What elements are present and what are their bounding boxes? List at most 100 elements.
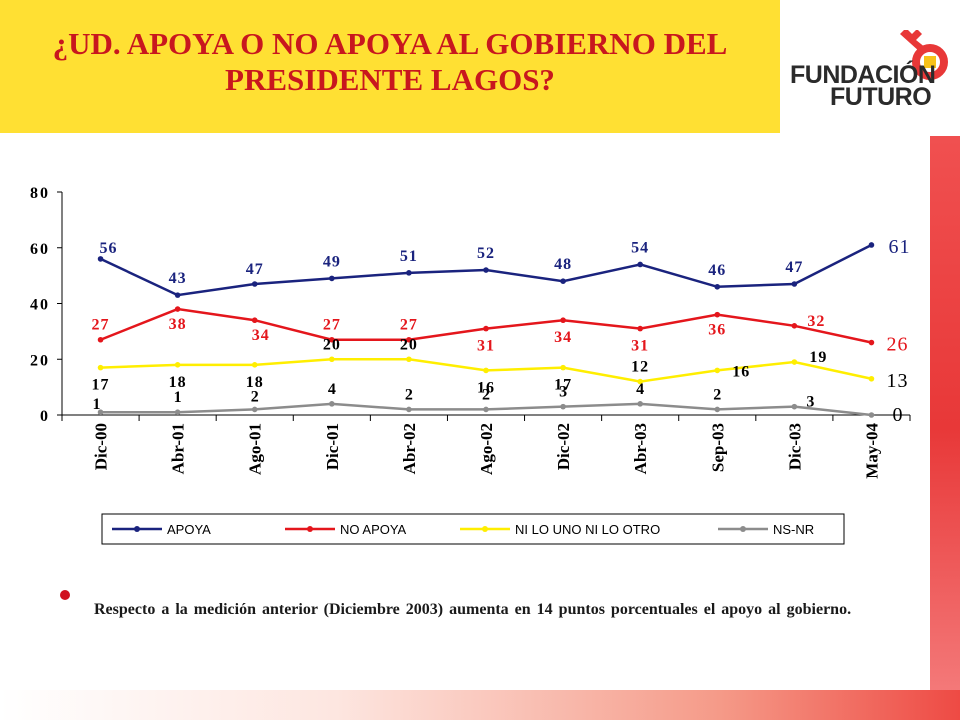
data-point bbox=[791, 359, 798, 365]
data-label: 4 bbox=[328, 381, 336, 398]
y-tick-label: 0 bbox=[40, 408, 50, 425]
legend-item: NO APOYA bbox=[285, 522, 407, 537]
summary-note: Respecto a la medición anterior (Diciemb… bbox=[94, 601, 852, 618]
data-label: 0 bbox=[892, 404, 902, 426]
data-label: 46 bbox=[708, 262, 726, 279]
data-point bbox=[97, 409, 104, 416]
data-point bbox=[714, 283, 721, 290]
data-point bbox=[483, 267, 489, 273]
data-label: 38 bbox=[169, 316, 187, 333]
x-tick-label: Ago-01 bbox=[246, 423, 265, 475]
data-point bbox=[868, 242, 875, 248]
fundacion-futuro-logo: FUNDACIÓN FUTURO bbox=[790, 30, 950, 110]
legend-item: NS-NR bbox=[718, 522, 814, 537]
data-point bbox=[483, 367, 489, 374]
data-point bbox=[637, 261, 643, 268]
y-tick-label: 20 bbox=[30, 352, 50, 369]
data-point bbox=[637, 325, 643, 332]
data-label: 27 bbox=[400, 317, 418, 334]
x-tick-label: Abr-02 bbox=[400, 423, 419, 474]
data-label: 3 bbox=[806, 394, 814, 411]
data-point bbox=[714, 311, 721, 318]
legend-label: NS-NR bbox=[773, 522, 814, 537]
data-point bbox=[251, 281, 258, 287]
data-point bbox=[560, 364, 566, 371]
data-label: 16 bbox=[732, 363, 750, 380]
series-apoya: 56 43 47 49 51 52 48 54 46 47 61 bbox=[97, 236, 910, 298]
y-tick-label: 60 bbox=[30, 241, 50, 258]
data-label: 20 bbox=[400, 336, 418, 353]
data-label: 61 bbox=[888, 236, 910, 258]
data-label: 43 bbox=[169, 270, 187, 287]
series-ns-nr: 1 1 2 4 2 2 3 4 2 3 0 bbox=[93, 381, 903, 426]
data-label: 17 bbox=[554, 377, 572, 394]
x-tick-label: Dic-01 bbox=[323, 423, 342, 470]
data-point bbox=[329, 401, 335, 407]
data-point bbox=[714, 406, 721, 413]
x-tick-label: Dic-02 bbox=[554, 423, 573, 470]
data-point bbox=[560, 278, 566, 284]
data-label: 56 bbox=[100, 240, 118, 257]
bullet-icon bbox=[60, 590, 70, 600]
data-point bbox=[791, 281, 798, 287]
data-label: 16 bbox=[477, 379, 495, 396]
data-point bbox=[637, 401, 643, 407]
data-label: 17 bbox=[92, 377, 110, 394]
data-point bbox=[791, 403, 798, 410]
data-point bbox=[791, 323, 798, 329]
data-label: 1 bbox=[93, 396, 101, 413]
title-band: ¿UD. APOYA O NO APOYA AL GOBIERNO DEL PR… bbox=[0, 0, 780, 133]
data-label: 26 bbox=[886, 334, 908, 356]
data-point bbox=[406, 406, 412, 413]
data-point bbox=[174, 362, 181, 368]
data-label: 2 bbox=[713, 386, 721, 403]
data-point bbox=[560, 403, 566, 410]
legend-item: APOYA bbox=[112, 522, 211, 537]
data-point bbox=[406, 270, 412, 276]
x-tick-label: Sep-03 bbox=[708, 423, 727, 472]
data-label: 49 bbox=[323, 253, 341, 270]
data-point bbox=[560, 317, 566, 324]
x-tick-label: Abr-03 bbox=[631, 423, 650, 474]
legend-label: NO APOYA bbox=[340, 522, 407, 537]
data-point bbox=[329, 336, 335, 343]
data-label: 18 bbox=[246, 374, 264, 391]
data-label: 2 bbox=[251, 388, 259, 405]
data-point bbox=[483, 406, 489, 413]
data-point bbox=[406, 336, 412, 343]
data-label: 20 bbox=[323, 336, 341, 353]
data-point bbox=[251, 362, 258, 368]
legend-swatch-marker bbox=[740, 526, 746, 532]
data-label: 27 bbox=[323, 317, 341, 334]
legend-item: NI LO UNO NI LO OTRO bbox=[460, 522, 660, 537]
legend-label: NI LO UNO NI LO OTRO bbox=[515, 522, 660, 537]
data-point bbox=[868, 339, 875, 346]
data-label: 1 bbox=[174, 389, 182, 406]
x-tick-label: Dic-03 bbox=[785, 423, 804, 470]
data-label: 19 bbox=[809, 349, 827, 366]
data-point bbox=[251, 317, 258, 324]
data-point bbox=[637, 378, 643, 385]
data-label: 48 bbox=[554, 256, 572, 273]
data-point bbox=[174, 306, 181, 312]
data-label: 27 bbox=[92, 317, 110, 334]
legend-swatch-marker bbox=[134, 526, 140, 532]
data-label: 36 bbox=[708, 322, 726, 339]
right-accent-bar bbox=[930, 136, 960, 720]
data-point bbox=[868, 375, 875, 382]
bottom-accent-bar bbox=[0, 690, 960, 720]
data-label: 52 bbox=[477, 245, 495, 262]
data-label: 2 bbox=[482, 386, 490, 403]
data-label: 31 bbox=[631, 338, 649, 355]
x-tick-label: Dic-00 bbox=[92, 423, 111, 470]
data-point bbox=[97, 364, 104, 371]
data-label: 2 bbox=[405, 386, 413, 403]
data-label: 3 bbox=[559, 384, 567, 401]
data-point bbox=[97, 256, 104, 262]
data-point bbox=[483, 325, 489, 332]
data-point bbox=[714, 367, 721, 374]
data-point bbox=[406, 356, 412, 363]
y-tick-label: 80 bbox=[30, 185, 50, 202]
data-label: 54 bbox=[631, 239, 649, 256]
